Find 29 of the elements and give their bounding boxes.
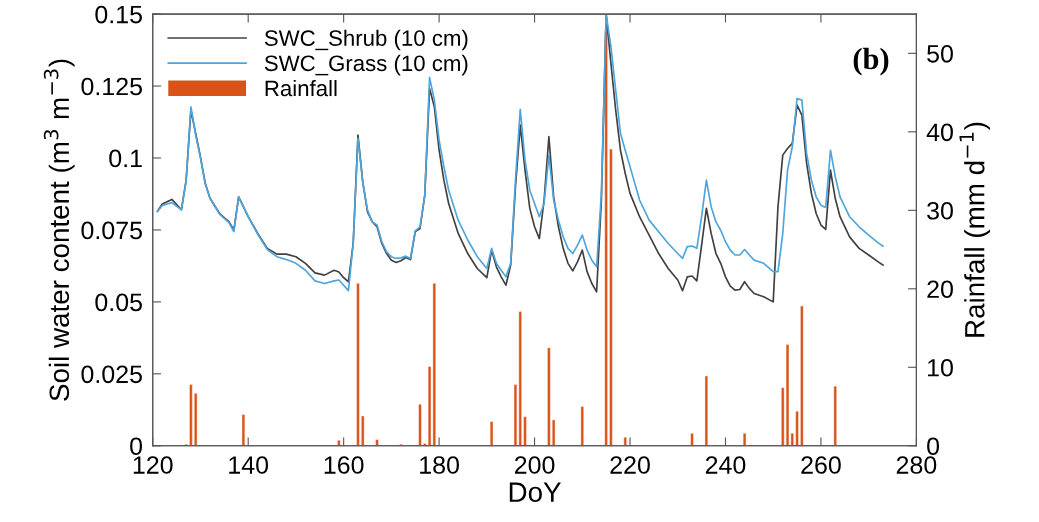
x-tick-label: 240 [705, 456, 746, 474]
x-tick-label: 160 [324, 456, 364, 474]
annotation: (b) [853, 47, 889, 76]
x-tick-label: 140 [229, 456, 269, 474]
legend-label: SWC_Grass (10 cm) [264, 54, 468, 76]
x-tick-label: 280 [896, 456, 937, 474]
y-tick-label: 0 [130, 437, 143, 456]
y-tick-label: 0.125 [81, 77, 142, 96]
y-tick-label: 0.025 [81, 365, 142, 384]
y-tick-label: 0.05 [95, 293, 142, 312]
y-axis-title: Soil water content (m$^{3}$ m$^{−3}$) [43, 59, 75, 401]
x-tick-label: 120 [133, 456, 173, 474]
x-tick-label: 200 [514, 456, 555, 474]
legend-label: Rainfall [265, 79, 337, 97]
y-tick-label: 0.075 [81, 221, 142, 240]
x-axis-title: DoY [509, 482, 561, 502]
y2-axis-title: Rainfall (mm d$^{−1}$) [959, 122, 991, 337]
y2-tick-label: 50 [927, 44, 953, 63]
legend-label: SWC_Shrub (10 cm) [264, 29, 468, 51]
y2-tick-label: 0 [927, 437, 940, 456]
y2-tick-label: 20 [927, 280, 953, 299]
x-tick-label: 220 [610, 456, 650, 474]
y2-tick-label: 10 [928, 358, 953, 377]
x-tick-label: 260 [801, 456, 841, 474]
y2-tick-label: 30 [927, 201, 953, 220]
y2-tick-label: 40 [926, 123, 953, 142]
x-tick-label: 180 [420, 456, 459, 474]
y-tick-label: 0.1 [109, 149, 142, 168]
y-tick-label: 0.15 [95, 5, 142, 24]
